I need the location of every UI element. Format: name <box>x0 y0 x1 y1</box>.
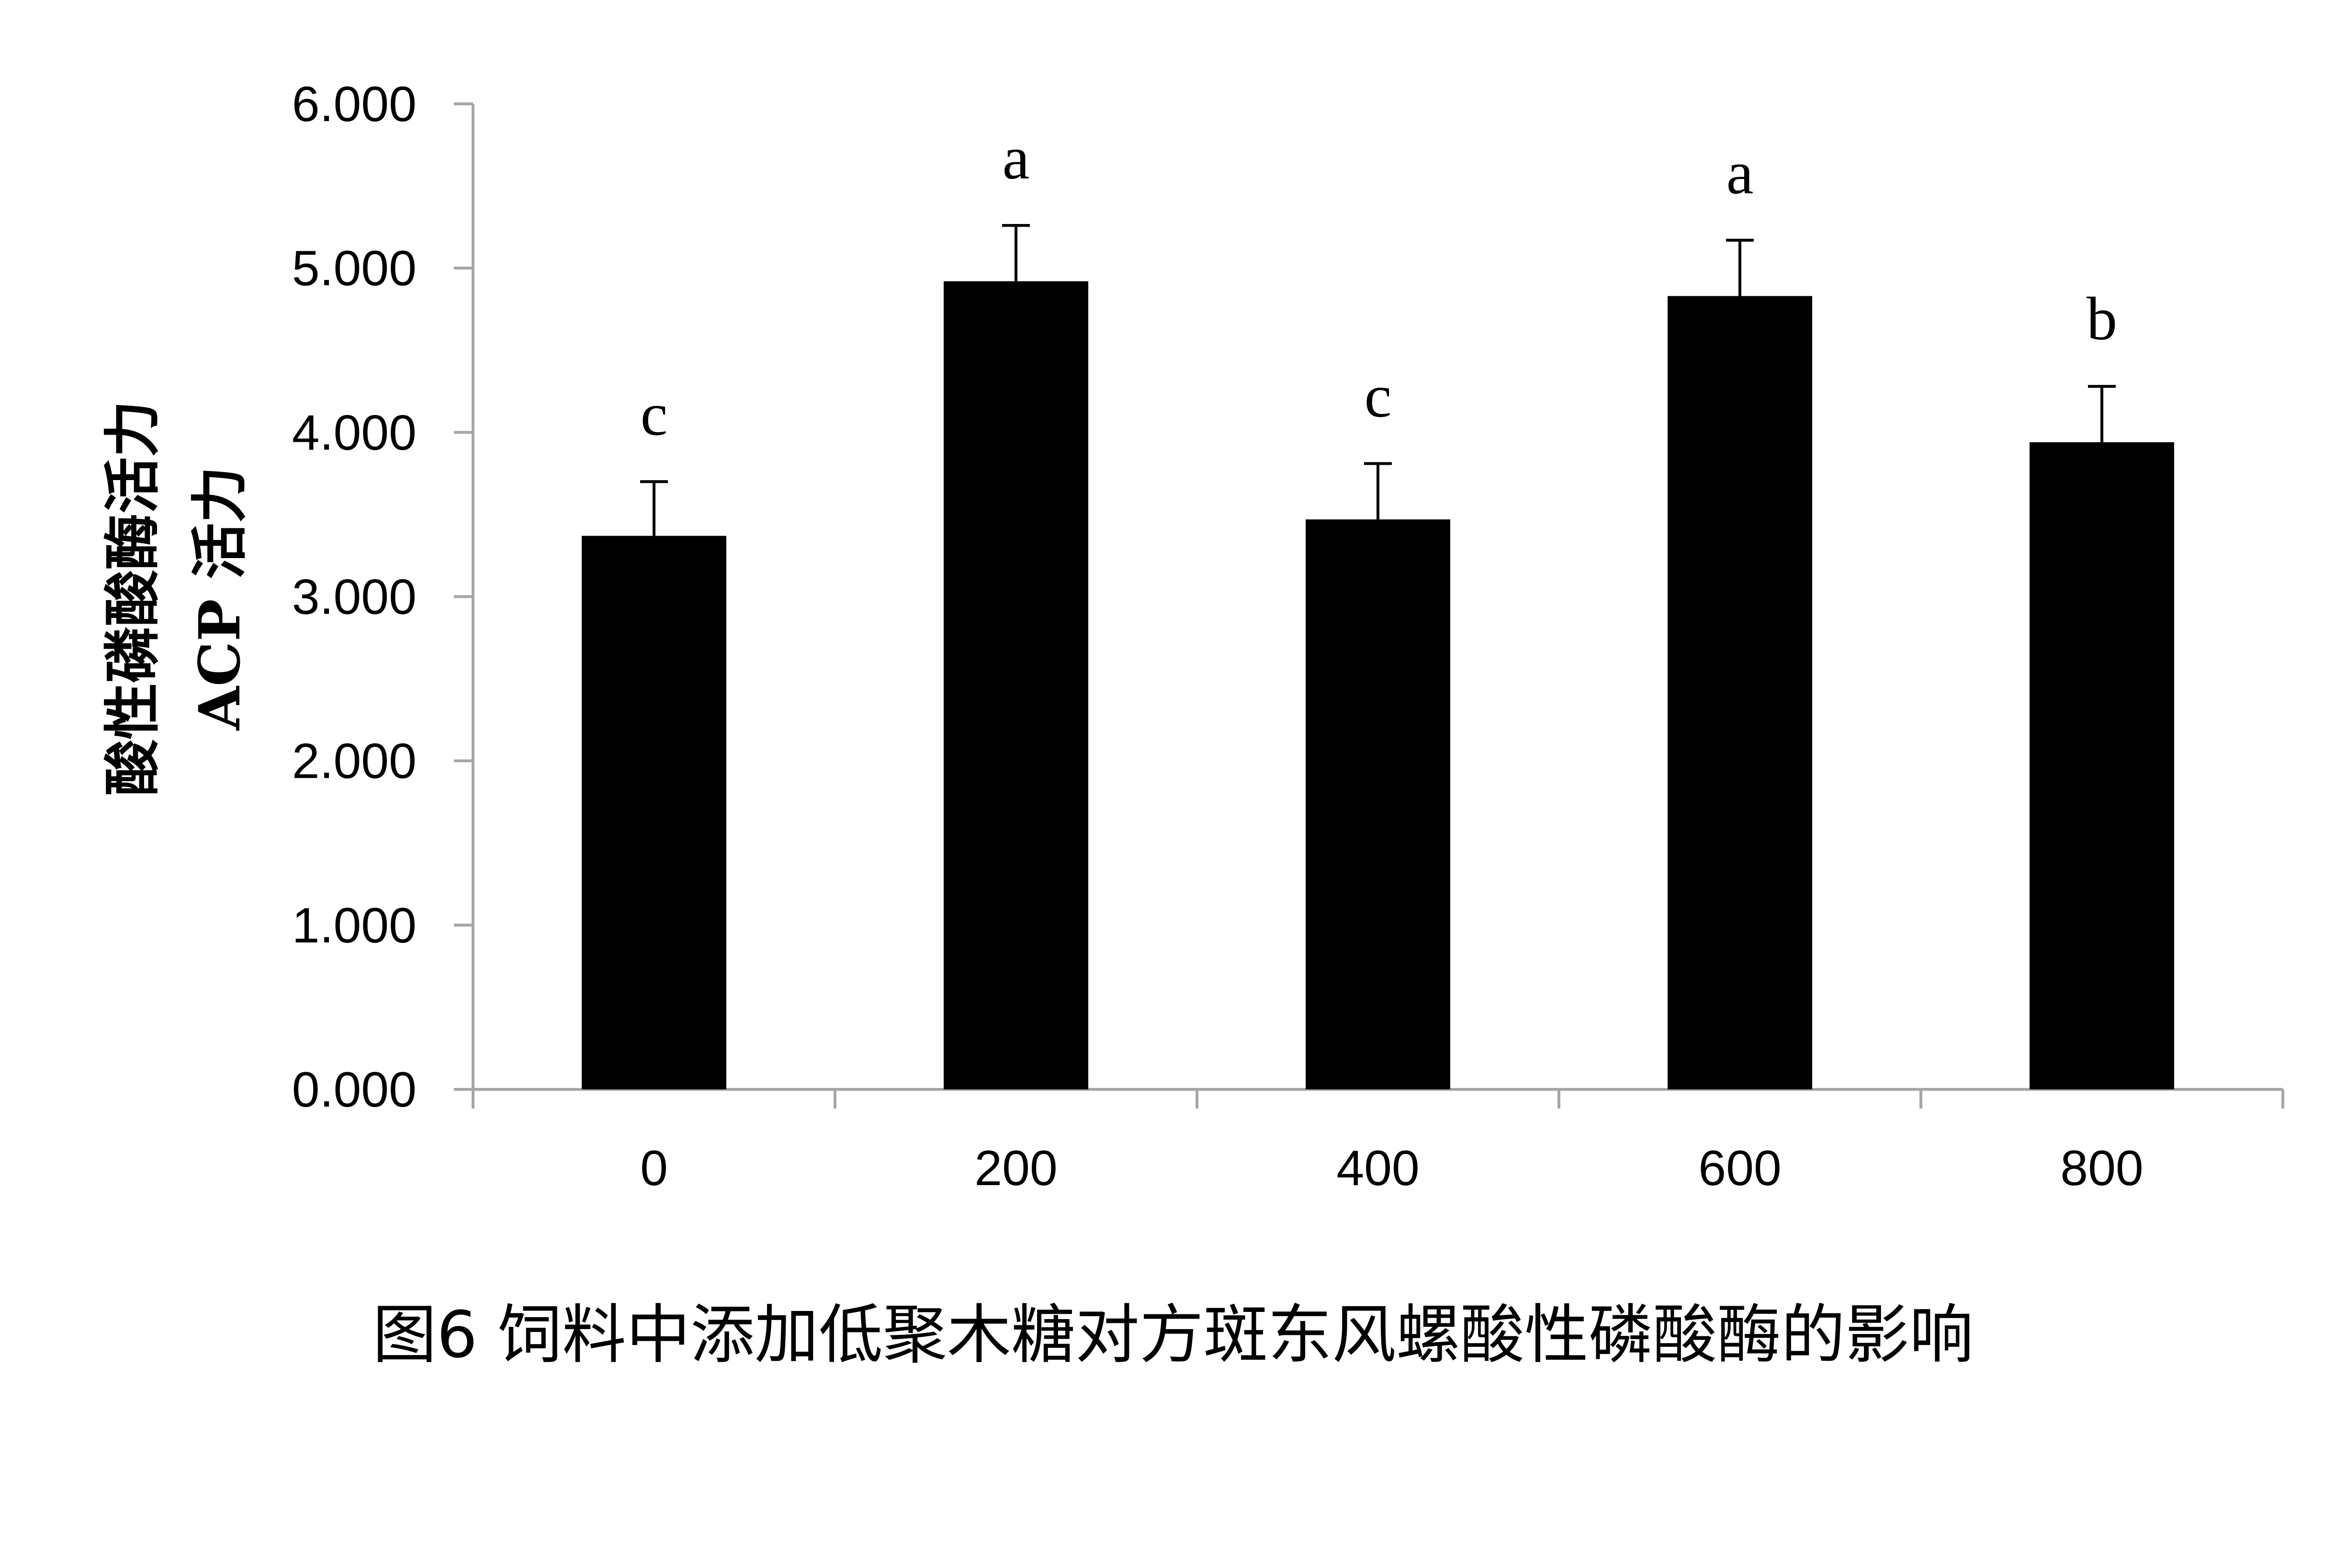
significance-label-400: c <box>1365 362 1392 430</box>
x-tick-label-600: 600 <box>1698 1141 1782 1196</box>
bar-800 <box>2030 442 2174 1089</box>
significance-label-200: a <box>1003 124 1030 192</box>
error-bars <box>640 224 2116 536</box>
bar-0 <box>582 536 726 1089</box>
axes <box>454 102 2284 1109</box>
bars <box>582 281 2174 1089</box>
y-tick-label: 6.000 <box>292 77 417 132</box>
significance-label-0: c <box>641 380 668 448</box>
y-tick-label: 0.000 <box>292 1062 417 1118</box>
y-tick-label: 5.000 <box>292 241 417 296</box>
labels: 0.000 1.000 2.000 3.000 4.000 5.000 6.000 c 0 a 20… <box>292 77 2144 1196</box>
bar-600 <box>1668 296 1812 1089</box>
y-tick-label: 2.000 <box>292 734 417 789</box>
bar-400 <box>1306 519 1450 1089</box>
significance-label-800: b <box>2087 285 2117 353</box>
y-tick-label: 1.000 <box>292 898 417 953</box>
y-tick-label: 3.000 <box>292 570 417 625</box>
y-tick-label: 4.000 <box>292 405 417 460</box>
x-tick-label-800: 800 <box>2060 1141 2144 1196</box>
x-tick-label-0: 0 <box>640 1141 668 1196</box>
y-axis-label-line2: ACP 活力 <box>186 466 253 730</box>
x-tick-label-200: 200 <box>974 1141 1058 1196</box>
bar-200 <box>944 281 1088 1089</box>
x-tick-label-400: 400 <box>1336 1141 1420 1196</box>
y-axis-label-line1: 酸性磷酸酶活力 <box>99 401 166 796</box>
figure-caption: 图6 饲料中添加低聚木糖对方斑东风螺酸性磷酸酶的影响 <box>372 1298 1974 1372</box>
significance-label-600: a <box>1726 139 1754 207</box>
